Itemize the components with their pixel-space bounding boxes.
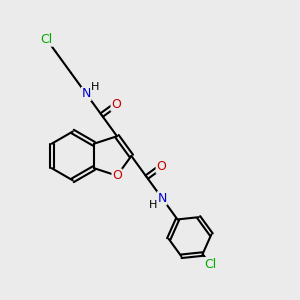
Text: Cl: Cl [204,258,216,271]
Text: H: H [149,200,157,210]
Text: H: H [91,82,100,92]
Text: Cl: Cl [41,33,53,46]
Text: O: O [112,169,122,182]
Text: N: N [82,87,91,101]
Text: O: O [111,98,121,111]
Text: N: N [158,192,167,205]
Text: O: O [156,160,166,173]
